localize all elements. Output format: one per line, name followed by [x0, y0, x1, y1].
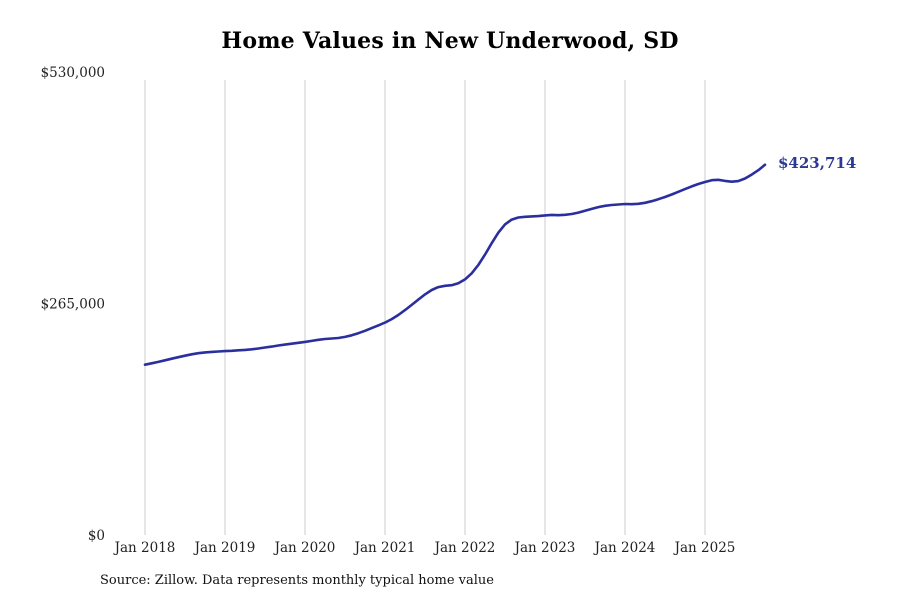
x-tick-label: Jan 2018 — [113, 540, 176, 556]
y-tick-label: $530,000 — [41, 65, 105, 81]
x-tick-label: Jan 2019 — [193, 540, 256, 556]
x-tick-label: Jan 2020 — [273, 540, 336, 556]
x-tick-label: Jan 2023 — [513, 540, 576, 556]
x-tick-label: Jan 2025 — [673, 540, 736, 556]
latest-value-label: $423,714 — [778, 153, 857, 172]
source-note: Source: Zillow. Data represents monthly … — [100, 573, 494, 588]
y-tick-label: $0 — [88, 528, 105, 544]
y-tick-label: $265,000 — [41, 297, 105, 313]
chart-title: Home Values in New Underwood, SD — [221, 28, 679, 54]
home-value-series-line — [143, 163, 767, 366]
x-tick-label: Jan 2022 — [433, 540, 496, 556]
x-tick-label: Jan 2024 — [593, 540, 656, 556]
x-tick-label: Jan 2021 — [353, 540, 416, 556]
